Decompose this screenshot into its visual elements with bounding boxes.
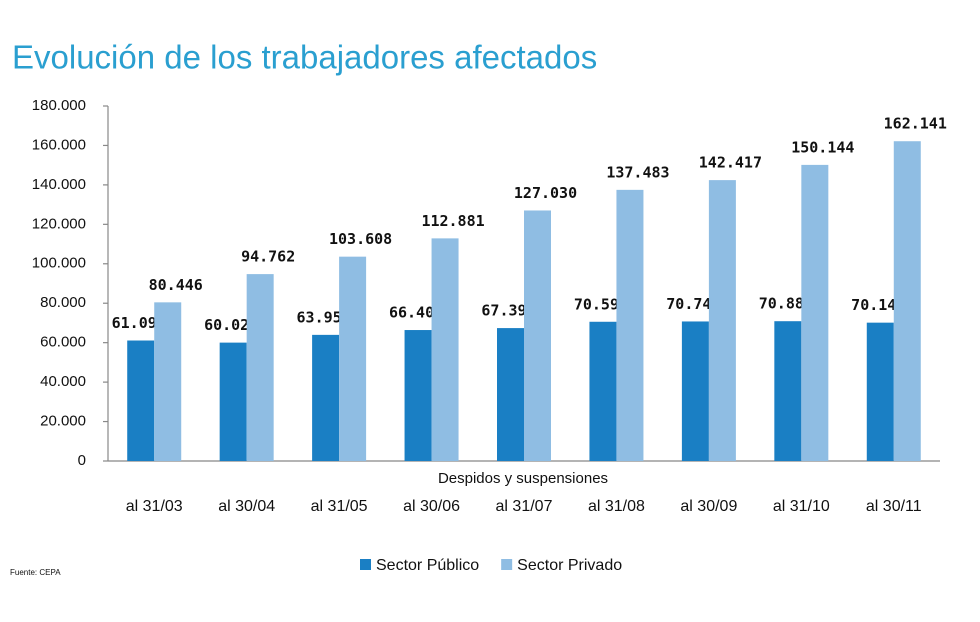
x-tick-label: al 30/09 bbox=[680, 498, 737, 515]
value-label: 63.956 bbox=[297, 308, 351, 326]
x-axis-label: Despidos y suspensiones bbox=[438, 470, 608, 487]
x-tick-label: al 30/11 bbox=[866, 498, 922, 515]
bar bbox=[339, 256, 367, 461]
value-label: 66.404 bbox=[389, 304, 443, 322]
value-label: 162.141 bbox=[884, 115, 947, 133]
y-tick-label: 180.000 bbox=[32, 97, 86, 114]
x-tick-label: al 31/07 bbox=[496, 498, 553, 515]
y-tick-label: 100.000 bbox=[32, 255, 86, 272]
y-tick-label: 80.000 bbox=[40, 294, 86, 311]
bar bbox=[431, 238, 459, 461]
chart-title: Evolución de los trabajadores afectados bbox=[12, 39, 597, 76]
value-label: 94.762 bbox=[241, 248, 295, 266]
bar bbox=[589, 321, 617, 461]
y-tick-label: 140.000 bbox=[32, 176, 86, 193]
bar bbox=[893, 141, 921, 461]
x-tick-label: al 31/08 bbox=[588, 498, 645, 515]
y-tick-label: 40.000 bbox=[40, 373, 86, 390]
legend-label: Sector Público bbox=[376, 557, 479, 574]
y-tick-label: 20.000 bbox=[40, 413, 86, 430]
bar bbox=[866, 322, 894, 461]
bar bbox=[801, 164, 829, 461]
legend-label: Sector Privado bbox=[517, 557, 622, 574]
bar bbox=[127, 340, 155, 461]
legend-swatch bbox=[501, 559, 513, 570]
value-label: 70.884 bbox=[759, 295, 813, 313]
value-label: 70.597 bbox=[574, 295, 628, 313]
bar bbox=[404, 330, 432, 461]
x-tick-label: al 30/04 bbox=[218, 498, 275, 515]
value-label: 70.749 bbox=[666, 295, 720, 313]
value-label: 112.881 bbox=[421, 212, 484, 230]
legend-swatch bbox=[360, 559, 371, 570]
value-label: 142.417 bbox=[699, 154, 762, 172]
x-tick-label: al 30/06 bbox=[403, 498, 460, 515]
value-label: 137.483 bbox=[606, 163, 669, 181]
bar bbox=[219, 342, 247, 461]
bar bbox=[497, 328, 524, 461]
bar bbox=[774, 321, 802, 461]
y-tick-label: 120.000 bbox=[32, 215, 86, 232]
y-tick-label: 160.000 bbox=[32, 136, 86, 153]
value-label: 70.145 bbox=[851, 296, 905, 314]
value-label: 60.024 bbox=[204, 316, 258, 334]
value-label: 103.608 bbox=[329, 230, 392, 248]
value-label: 150.144 bbox=[791, 138, 854, 156]
value-label: 61.096 bbox=[112, 314, 166, 332]
y-tick-label: 0 bbox=[78, 452, 86, 469]
x-tick-label: al 31/10 bbox=[773, 498, 830, 515]
bar bbox=[681, 321, 709, 461]
x-tick-label: al 31/05 bbox=[311, 498, 368, 515]
bar bbox=[246, 274, 274, 461]
value-label: 67.392 bbox=[481, 302, 535, 320]
bar bbox=[312, 334, 340, 461]
value-label: 80.446 bbox=[149, 276, 203, 294]
bar bbox=[708, 180, 736, 462]
value-label: 127.030 bbox=[514, 184, 577, 202]
y-tick-label: 60.000 bbox=[40, 334, 86, 351]
bar bbox=[154, 302, 182, 461]
x-tick-label: al 31/03 bbox=[126, 498, 183, 515]
bar bbox=[616, 189, 644, 461]
source-note: Fuente: CEPA bbox=[10, 568, 61, 577]
bar bbox=[524, 210, 551, 461]
